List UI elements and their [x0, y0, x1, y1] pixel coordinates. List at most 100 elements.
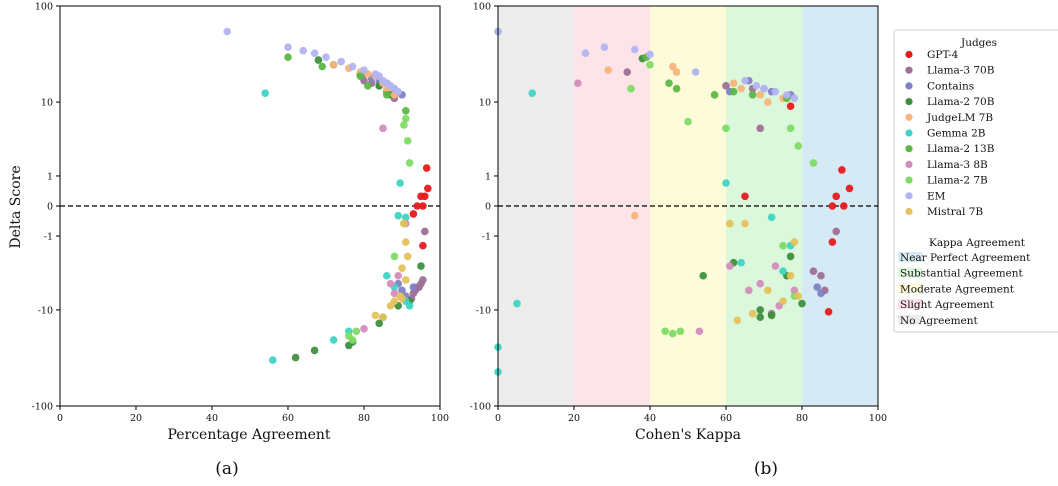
data-point-llama-3-8b	[386, 279, 395, 288]
legend-kappa-list: Near Perfect Agreement Substantial Agreem…	[898, 252, 1031, 327]
x-tick-label: 80	[796, 413, 808, 424]
y-axis-label-a: Delta Score	[8, 165, 24, 248]
y-tick-label: -10	[38, 305, 53, 316]
data-point-llama-2-13b	[748, 91, 757, 99]
data-point-mistral-7b	[790, 238, 799, 246]
data-point-llama-2-7b	[722, 124, 730, 133]
data-point-llama-2-7b	[352, 327, 361, 336]
data-point-contains	[813, 283, 821, 291]
legend-label: Slight Agreement	[900, 299, 995, 311]
legend-label: Gemma 2B	[927, 128, 986, 140]
data-point-llama-2-7b	[661, 327, 669, 336]
data-point-gemma-2b	[261, 89, 270, 98]
y-tick-label: 100	[473, 2, 491, 13]
x-tick-label: 20	[568, 413, 580, 424]
data-point-judgelm-7b	[764, 98, 772, 106]
data-point-gpt-4	[824, 308, 833, 316]
data-point-llama-3-8b	[790, 286, 799, 295]
data-point-llama-3-8b	[390, 289, 399, 298]
legend-frame	[893, 29, 1058, 333]
data-point-contains	[817, 289, 825, 298]
legend-label: Mistral 7B	[927, 206, 983, 218]
data-point-mistral-7b	[748, 309, 757, 318]
legend-swatch-slight-agreement	[898, 299, 922, 310]
legend-swatch-moderate-agreement	[898, 283, 922, 294]
legend-label: No Agreement	[900, 315, 979, 327]
legend-label: Llama-2 7B	[927, 175, 988, 187]
x-tick-label: 60	[720, 413, 732, 424]
legend-label: GPT-4	[927, 49, 959, 61]
data-point-mistral-7b	[398, 294, 406, 303]
data-point-llama-2-70b	[756, 313, 764, 321]
x-tick-label: 60	[282, 413, 294, 424]
data-point-judgelm-7b	[329, 61, 338, 69]
data-point-llama-2-13b	[672, 84, 681, 93]
data-point-llama-2-13b	[318, 62, 327, 71]
y-tick-label: 10	[41, 98, 53, 109]
data-point-em	[752, 82, 761, 90]
legend-marker-llama-2-70b	[905, 98, 913, 106]
data-point-gpt-4	[419, 202, 427, 210]
data-point-llama-2-13b	[364, 82, 372, 90]
legend-label: Llama-2 70B	[927, 96, 995, 108]
data-point-gpt-4	[786, 102, 795, 111]
y-tick-label: 0	[485, 202, 491, 213]
y-tick-label: -100	[470, 402, 491, 413]
data-point-llama-2-7b	[669, 329, 677, 338]
data-point-llama-2-7b	[627, 84, 635, 93]
data-point-llama-2-13b	[402, 106, 410, 115]
legend-marker-mistral-7b	[905, 207, 913, 216]
data-point-llama-3-8b	[574, 79, 582, 88]
data-point-judgelm-7b	[756, 91, 764, 99]
y-tick-label: -1	[44, 232, 53, 243]
data-point-gemma-2b	[396, 179, 404, 187]
data-point-judgelm-7b	[672, 68, 681, 76]
y-tick-label: -10	[476, 305, 491, 316]
x-tick-label: 40	[644, 413, 656, 424]
data-point-gemma-2b	[405, 301, 414, 310]
x-axis-label-b: Cohen's Kappa	[635, 427, 741, 443]
data-point-gpt-4	[424, 184, 432, 193]
data-point-mistral-7b	[386, 301, 395, 310]
data-point-judgelm-7b	[631, 211, 639, 220]
legend-label: Near Perfect Agreement	[900, 252, 1031, 264]
data-point-mistral-7b	[402, 276, 410, 284]
y-tick-label: -100	[32, 402, 53, 413]
data-point-mistral-7b	[764, 286, 772, 295]
data-point-llama-3-8b	[394, 271, 403, 280]
data-point-llama-2-70b	[798, 299, 806, 308]
data-point-llama-2-13b	[284, 53, 292, 61]
data-point-em	[299, 46, 308, 55]
y-tick-label: 1	[485, 171, 491, 182]
data-point-llama-2-7b	[403, 137, 412, 145]
x-tick-label: 100	[431, 413, 449, 424]
data-point-llama-2-70b	[345, 341, 353, 350]
data-point-gemma-2b	[767, 213, 776, 222]
data-point-llama-3-8b	[379, 124, 387, 133]
data-point-mistral-7b	[398, 264, 406, 272]
data-point-em	[284, 43, 292, 52]
data-point-em	[394, 87, 403, 96]
legend-marker-llama-3-8b	[905, 160, 913, 168]
data-point-mistral-7b	[733, 316, 742, 325]
legend-label: Contains	[927, 80, 974, 92]
data-point-em	[223, 27, 231, 36]
panel-caption-a: (a)	[215, 459, 238, 479]
data-point-llama-3-70b	[623, 68, 631, 76]
data-point-llama-3-70b	[809, 267, 818, 275]
data-point-llama-2-7b	[809, 159, 818, 167]
legend-label: EM	[927, 190, 946, 202]
data-point-mistral-7b	[779, 297, 787, 306]
x-tick-label: 40	[206, 413, 218, 424]
y-tick-label: 0	[47, 202, 53, 213]
data-point-em	[760, 84, 768, 93]
data-point-gpt-4	[845, 184, 854, 193]
data-point-gemma-2b	[394, 211, 403, 220]
data-point-em	[783, 91, 791, 99]
data-point-llama-3-8b	[756, 279, 764, 288]
data-point-llama-2-13b	[383, 91, 391, 99]
data-point-em	[310, 49, 319, 57]
data-point-em	[322, 53, 330, 61]
